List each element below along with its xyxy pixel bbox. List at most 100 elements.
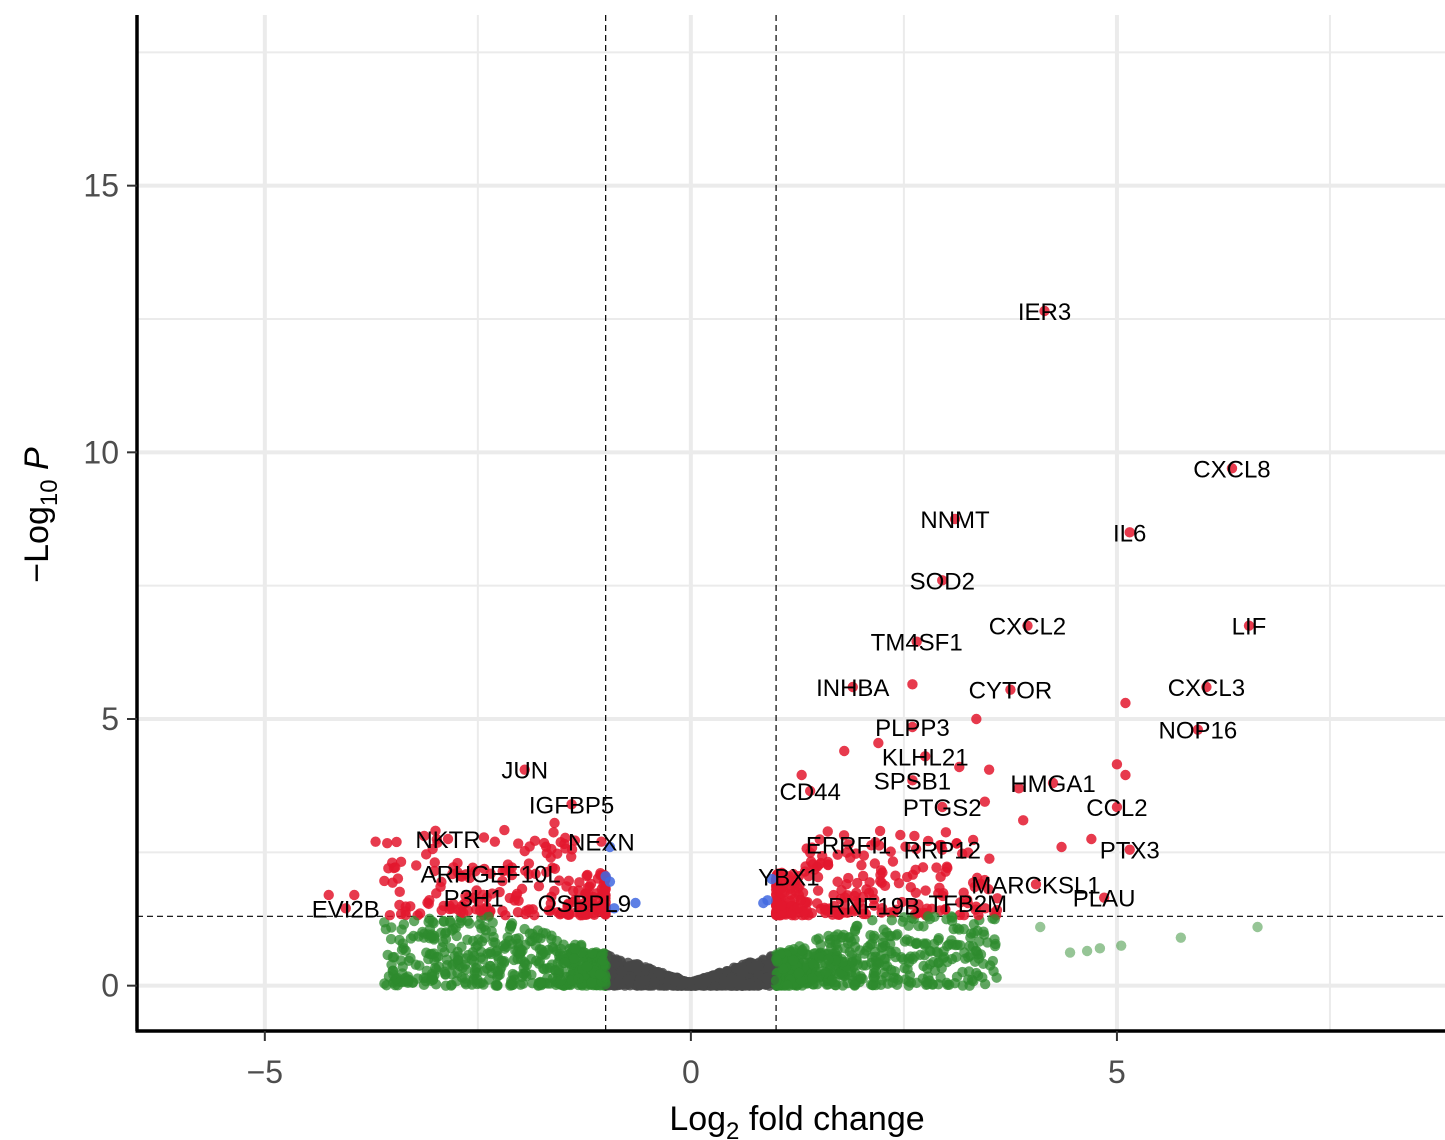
labeled-gene-point [566,799,577,810]
gene-label-evi2b: EVI2B [312,896,380,923]
gene-point [888,907,900,918]
labeled-gene-point [843,839,854,850]
gene-point [829,900,840,912]
gene-point [1064,947,1076,958]
gene-point [787,955,799,966]
gene-point [832,876,843,887]
gene-point [569,943,581,954]
gene-point [1056,841,1067,853]
gene-point [900,841,911,852]
gene-point [762,895,773,906]
gene-point [420,849,432,860]
gene-point [965,932,976,943]
gene-point [426,931,437,943]
axes: −5 0 5 0 5 10 15 [83,15,1445,1090]
gene-label-igfbp5: IGFBP5 [529,792,614,819]
gene-label-il6: IL6 [1113,520,1146,547]
gene-point [849,925,861,937]
gene-point [523,869,534,880]
gene-point [497,875,508,887]
gene-point [874,825,886,837]
gene-point [832,929,843,940]
gene-point [970,901,982,912]
gene-point [875,869,886,881]
gene-point [517,945,528,956]
gene-point [885,846,896,857]
gene-point [859,948,870,959]
gene-point [903,980,914,991]
gene-point [604,876,616,887]
gene-point [912,907,923,918]
gene-point [967,877,979,888]
gene-point [586,977,597,988]
gene-label-tm4sf1: TM4SF1 [871,630,963,657]
gene-point [984,853,995,864]
gene-point [992,893,1003,904]
gene-point [901,871,913,883]
gene-point [822,826,833,837]
x-axis-title: Log2 fold change [669,1100,924,1140]
gene-point [379,875,390,887]
gene-point [457,962,468,974]
gene-point [448,862,459,873]
gene-point [878,931,889,943]
labeled-gene-point [937,575,948,586]
labeled-gene-point [907,721,918,733]
gene-point [1120,697,1131,709]
gene-label-plpp3: PLPP3 [875,715,950,742]
gene-point [440,968,451,980]
gene-point [479,932,490,944]
labeled-gene-point [804,785,816,797]
gene-point [486,925,497,937]
gene-point [776,888,787,899]
gene-point [957,980,968,991]
gene-point [835,893,846,905]
gene-point [811,934,822,945]
gene-point [940,904,951,915]
gene-label-cd44: CD44 [779,779,840,806]
gene-point [793,967,805,979]
labeled-gene-point [1039,305,1050,317]
gene-point [979,874,990,886]
gene-point [887,856,899,867]
gene-point [807,972,818,984]
gene-point [507,968,518,980]
gene-point [388,969,399,980]
gene-point [385,933,397,945]
gene-point [922,979,933,990]
gene-point [391,836,402,848]
gene-point [913,920,924,932]
gene-point [886,915,898,926]
gene-point [744,978,756,990]
gene-point [887,977,898,988]
gene-point [876,942,887,953]
gene-point [462,934,473,945]
gene-label-arhgef10l: ARHGEF10L [421,862,561,889]
gene-point [382,838,393,849]
gene-point [387,877,398,888]
gene-point [833,968,845,980]
gene-point [907,679,918,690]
gene-point [969,956,981,967]
gene-point [812,871,824,883]
gene-point [515,979,526,990]
gene-point [408,930,419,942]
gene-point [856,859,867,871]
gene-point [865,929,876,941]
gene-label-lif: LIF [1232,614,1267,641]
gene-point [814,952,825,964]
labeled-gene-point [485,868,496,879]
gene-point [460,979,472,990]
labeled-gene-point [596,836,607,847]
gene-point [349,889,360,901]
gene-point [653,966,664,978]
gene-point [947,912,958,923]
gene-point [395,908,407,920]
gene-point [979,978,991,990]
gene-point [429,865,440,877]
gene-point [414,908,426,919]
gene-point [497,905,508,917]
gene-point [870,956,881,967]
gene-point [502,859,514,870]
